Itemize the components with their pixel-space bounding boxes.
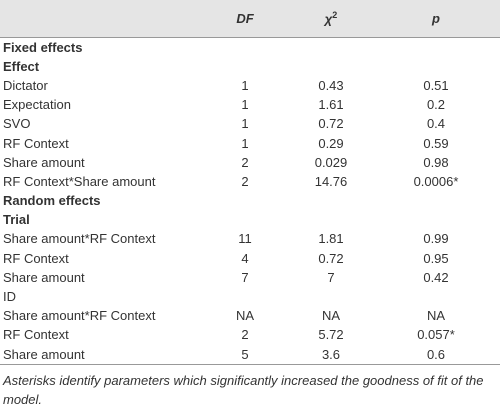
cell: 0.0006* bbox=[413, 173, 459, 189]
cell: 0.98 bbox=[423, 154, 449, 170]
row-label: RF Context bbox=[3, 135, 69, 151]
cell: 0.29 bbox=[318, 135, 344, 151]
column-header: p bbox=[372, 0, 500, 38]
cell: 2 bbox=[241, 173, 249, 189]
column-header: χ2 bbox=[290, 0, 372, 38]
table-body: Fixed effects Effect Dictator 1 0.43 0.51 Expe… bbox=[0, 37, 500, 365]
row-label: Share amount*RF Context bbox=[3, 231, 156, 247]
row-label: RF Context*Share amount bbox=[3, 173, 156, 189]
cell: 1 bbox=[241, 97, 249, 113]
header-row: DF χ2 p bbox=[0, 0, 500, 38]
row-label: Fixed effects bbox=[3, 39, 83, 55]
table-row: RF Context*Share amount 2 14.76 0.0006* bbox=[0, 172, 500, 191]
cell bbox=[290, 57, 372, 76]
header-sup: 2 bbox=[332, 10, 338, 21]
cell: 4 bbox=[241, 250, 249, 266]
row-label: Trial bbox=[3, 212, 30, 228]
footnote: Asterisks identify parameters which sign… bbox=[3, 372, 484, 407]
cell: 0.6 bbox=[372, 344, 500, 365]
cell: 0.51 bbox=[423, 77, 449, 93]
results-table: DF χ2 p Fixed effects Effect Dictator 1 0.43 0.… bbox=[0, 0, 500, 365]
table-row: RF Context 2 5.72 0.057* bbox=[0, 325, 500, 344]
table-row: Share amount 5 3.6 0.6 bbox=[0, 344, 500, 365]
cell bbox=[372, 37, 500, 57]
cell: 5.72 bbox=[318, 327, 344, 343]
cell bbox=[372, 191, 500, 210]
row-label: Dictator bbox=[3, 77, 48, 93]
table-row: Expectation 1 1.61 0.2 bbox=[0, 95, 500, 114]
row-label: Share amount bbox=[3, 154, 85, 170]
cell bbox=[290, 287, 372, 306]
table-row: Trial bbox=[0, 210, 500, 229]
table-row: SVO 1 0.72 0.4 bbox=[0, 114, 500, 133]
cell: 0.99 bbox=[423, 231, 449, 247]
row-label: Effect bbox=[3, 58, 40, 74]
cell: 0.2 bbox=[426, 97, 446, 113]
cell bbox=[372, 57, 500, 76]
cell bbox=[290, 191, 372, 210]
cell: 0.72 bbox=[318, 116, 344, 132]
table-row: Fixed effects bbox=[0, 37, 500, 57]
header-text: p bbox=[432, 10, 440, 26]
cell bbox=[372, 287, 500, 306]
cell: 0.42 bbox=[423, 269, 449, 285]
row-label: RF Context bbox=[3, 250, 69, 266]
cell bbox=[200, 210, 290, 229]
cell: 1 bbox=[241, 135, 249, 151]
cell bbox=[200, 37, 290, 57]
row-label: Expectation bbox=[3, 97, 71, 113]
table-row: ID bbox=[0, 287, 500, 306]
table-row: Share amount*RF Context 11 1.81 0.99 bbox=[0, 229, 500, 248]
table-row: Dictator 1 0.43 0.51 bbox=[0, 76, 500, 95]
cell: 3.6 bbox=[290, 344, 372, 365]
cell: 0.95 bbox=[423, 250, 449, 266]
row-label: Share amount*RF Context bbox=[3, 308, 156, 324]
row-label: Share amount bbox=[3, 269, 85, 285]
cell bbox=[200, 191, 290, 210]
cell: 0.4 bbox=[426, 116, 446, 132]
cell: 0.057* bbox=[417, 327, 455, 343]
cell: 0.72 bbox=[318, 250, 344, 266]
row-label: SVO bbox=[3, 116, 31, 132]
cell: 1 bbox=[241, 116, 249, 132]
cell: 11 bbox=[238, 231, 252, 247]
cell bbox=[372, 210, 500, 229]
cell: 0.029 bbox=[314, 154, 348, 170]
row-label: Share amount bbox=[0, 344, 200, 365]
cell: 1.81 bbox=[318, 231, 344, 247]
table-row: Random effects bbox=[0, 191, 500, 210]
cell: 14.76 bbox=[314, 173, 348, 189]
table-row: Share amount 7 7 0.42 bbox=[0, 268, 500, 287]
cell: 7 bbox=[241, 269, 249, 285]
header-text: χ bbox=[324, 11, 333, 27]
cell: 2 bbox=[241, 327, 249, 343]
table-row: Share amount 2 0.029 0.98 bbox=[0, 153, 500, 172]
cell: NA bbox=[426, 308, 446, 324]
table-row: Share amount*RF Context NA NA NA bbox=[0, 306, 500, 325]
cell: 0.43 bbox=[318, 77, 344, 93]
table-row: RF Context 1 0.29 0.59 bbox=[0, 133, 500, 152]
table-row: RF Context 4 0.72 0.95 bbox=[0, 249, 500, 268]
cell: 2 bbox=[241, 154, 249, 170]
cell bbox=[290, 210, 372, 229]
cell: 1 bbox=[241, 77, 249, 93]
table-row: Effect bbox=[0, 57, 500, 76]
column-header: DF bbox=[200, 0, 290, 38]
cell bbox=[200, 57, 290, 76]
cell: 1.61 bbox=[318, 97, 344, 113]
cell: 5 bbox=[200, 344, 290, 365]
cell: 0.59 bbox=[423, 135, 449, 151]
header-blank bbox=[0, 0, 200, 38]
cell bbox=[290, 37, 372, 57]
header-text: DF bbox=[236, 10, 254, 26]
cell: NA bbox=[321, 308, 341, 324]
row-label: Random effects bbox=[3, 193, 101, 209]
row-label: ID bbox=[3, 289, 16, 305]
cell: NA bbox=[235, 308, 255, 324]
cell bbox=[200, 287, 290, 306]
row-label: RF Context bbox=[3, 327, 69, 343]
cell: 7 bbox=[327, 269, 335, 285]
